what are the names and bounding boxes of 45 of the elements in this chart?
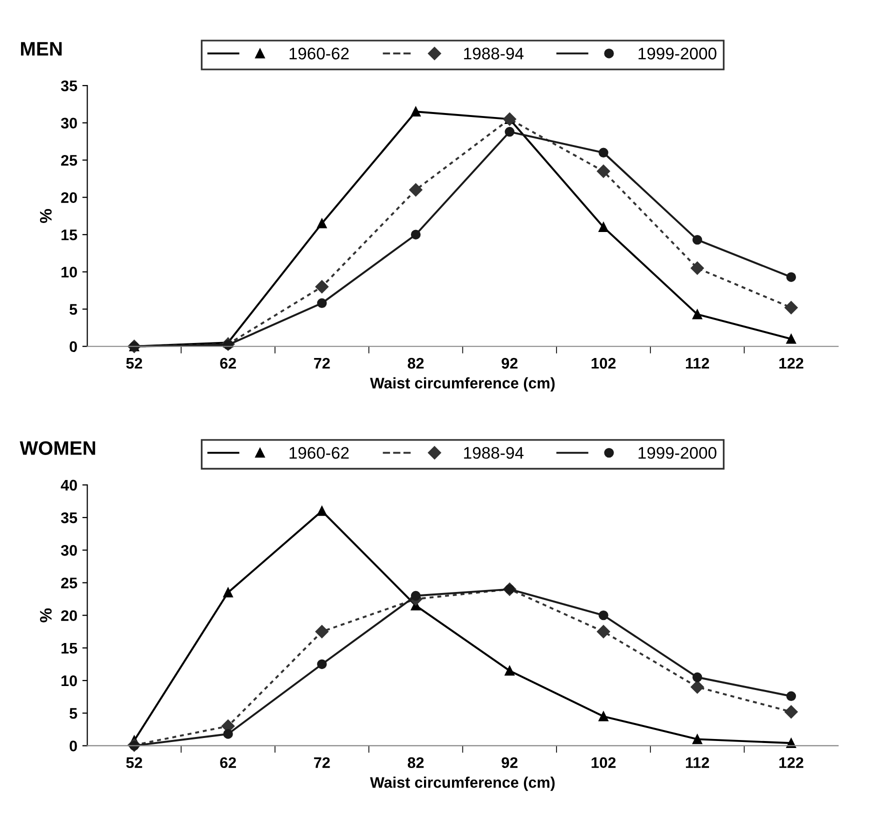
y-tick-label: 15	[62, 642, 78, 654]
x-tick-label: 52	[126, 757, 142, 768]
x-tick-label: 112	[686, 757, 710, 768]
y-axis-title: %	[40, 209, 52, 223]
y-tick-label: 30	[60, 118, 77, 129]
x-tick-label: 62	[220, 757, 236, 768]
y-tick-label: 30	[60, 544, 77, 556]
y-tick-label: 0	[70, 341, 77, 352]
legend-label: 1988-94	[464, 447, 524, 459]
chart-title: MEN	[21, 42, 62, 56]
y-tick-label: 5	[70, 304, 78, 315]
legend-label: 1999-2000	[638, 48, 716, 60]
y-tick-label: 20	[61, 192, 77, 204]
x-tick-label: 82	[408, 757, 424, 768]
chart-title: WOMEN	[20, 441, 96, 455]
y-tick-label: 35	[60, 512, 78, 524]
y-tick-label: 10	[62, 266, 77, 278]
y-tick-label: 35	[60, 80, 78, 92]
x-tick-label: 72	[314, 757, 330, 768]
x-tick-label: 112	[686, 358, 710, 369]
y-tick-label: 40	[60, 480, 77, 491]
x-tick-label: 52	[126, 358, 142, 369]
legend-label: 1960-62	[290, 48, 349, 60]
legend-label: 1988-94	[464, 48, 524, 60]
y-axis-title: %	[40, 608, 52, 622]
x-tick-label: 62	[220, 358, 236, 369]
x-tick-label: 102	[592, 757, 616, 768]
legend-label: 1960-62	[290, 447, 349, 459]
x-tick-label: 72	[314, 358, 330, 369]
x-tick-label: 122	[779, 358, 804, 369]
y-tick-label: 5	[70, 708, 78, 719]
y-tick-label: 15	[62, 230, 78, 240]
x-tick-label: 92	[502, 757, 518, 768]
legend-label: 1999-2000	[638, 447, 716, 459]
y-tick-label: 20	[61, 610, 77, 622]
x-axis-title: Waist circumference (cm)	[370, 776, 555, 791]
x-tick-label: 122	[779, 757, 804, 768]
y-tick-label: 0	[70, 740, 77, 752]
y-tick-label: 25	[61, 154, 78, 166]
x-tick-label: 82	[408, 358, 424, 369]
x-axis-title: Waist circumference (cm)	[370, 377, 555, 392]
x-tick-label: 102	[592, 358, 616, 369]
y-tick-label: 25	[61, 578, 78, 588]
x-tick-label: 92	[502, 358, 518, 369]
y-tick-label: 10	[62, 675, 77, 686]
